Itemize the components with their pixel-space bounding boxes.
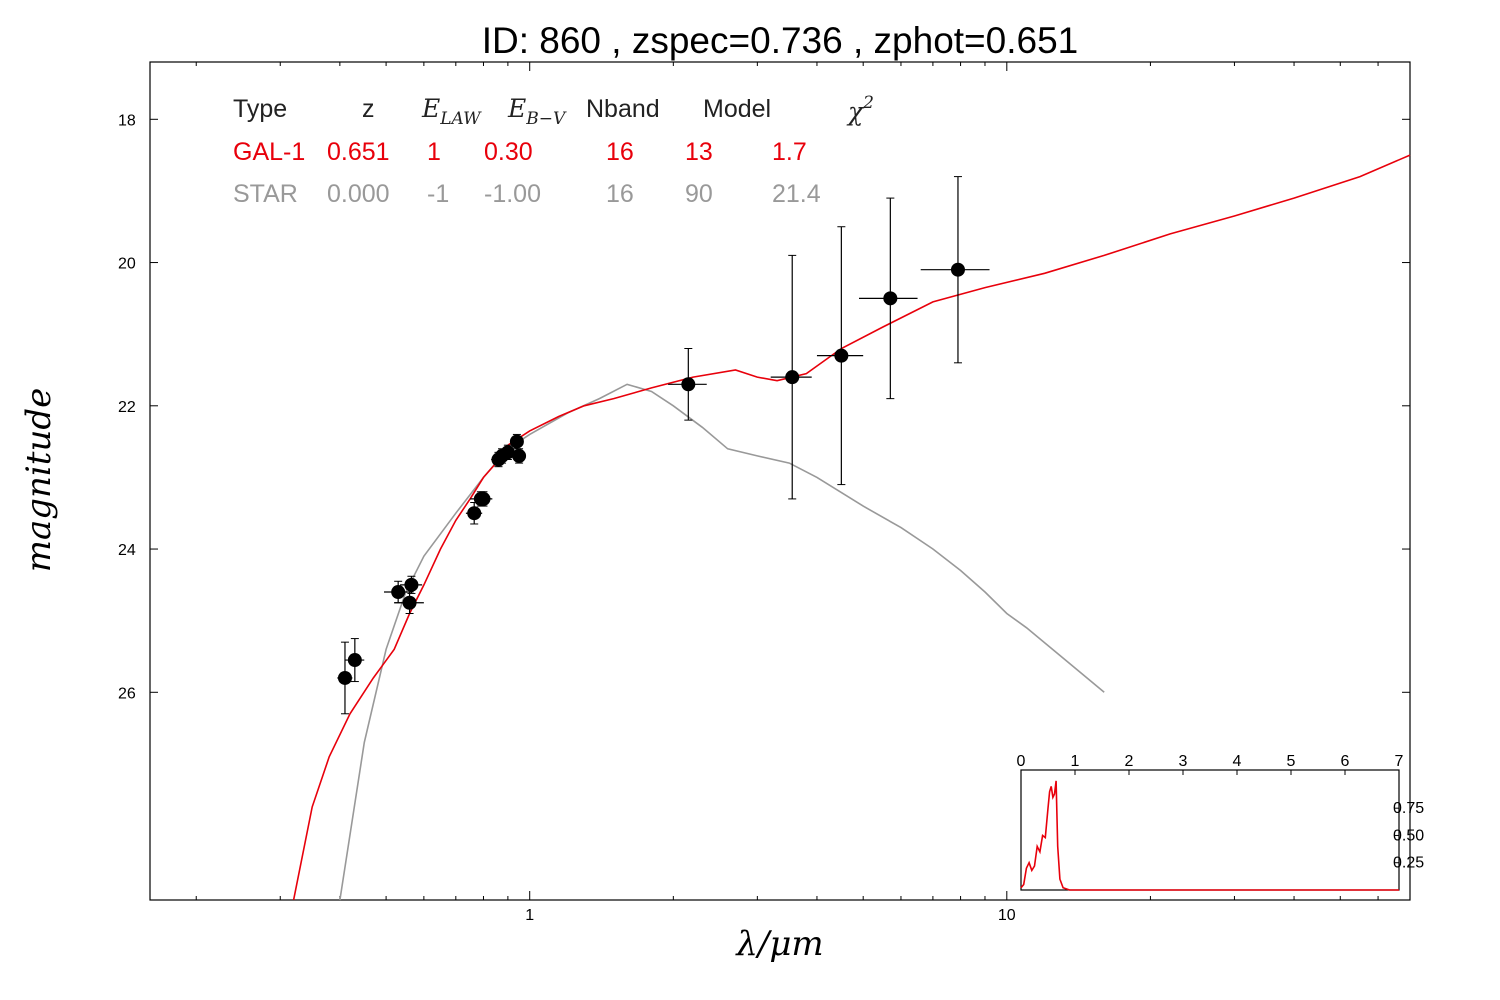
data-point [476, 491, 491, 506]
data-point [500, 445, 515, 460]
table-cell: 1 [427, 138, 441, 166]
table-cell: -1 [427, 180, 449, 208]
data-point [681, 377, 696, 392]
x-axis-label: λ/μm [734, 924, 823, 964]
plot-frame [149, 61, 1411, 901]
y-axis-ticks: 18 20 22 24 26 [118, 112, 1410, 702]
hdr-chi2: χ2 [846, 93, 874, 126]
x-axis-ticks: 1 10 [195, 62, 1411, 924]
table-cell: 21.4 [772, 180, 821, 208]
hdr-elaw: ELAW [421, 94, 482, 129]
hdr-z: z [362, 95, 375, 123]
data-point [347, 653, 362, 668]
y-tick-label: 22 [118, 399, 136, 416]
table-cell: 0.651 [327, 138, 390, 166]
y-tick-label: 26 [118, 685, 136, 702]
data-point [950, 262, 965, 277]
data-point [834, 348, 849, 363]
inset-x-tick-label: 4 [1233, 753, 1242, 770]
table-cell: STAR [233, 180, 298, 208]
table-cell: 1.7 [772, 138, 807, 166]
data-point [337, 670, 352, 685]
hdr-model: Model [703, 95, 771, 123]
x-tick-label: 10 [998, 907, 1016, 924]
data-point [509, 434, 524, 449]
table-cell: 16 [606, 138, 634, 166]
inset-x-tick-label: 3 [1179, 753, 1188, 770]
inset-y-tick-label: 0.50 [1393, 827, 1424, 844]
inset-x-tick-label: 1 [1071, 753, 1080, 770]
chart-title: ID: 860 , zspec=0.736 , zphot=0.651 [482, 20, 1079, 61]
table-cell: 0.30 [484, 138, 533, 166]
inset-x-tick-label: 2 [1125, 753, 1134, 770]
table-cell: 90 [685, 180, 713, 208]
y-tick-label: 24 [118, 542, 136, 559]
photometry-points [337, 176, 990, 715]
data-point [512, 448, 527, 463]
inset-ticks: 0 1 2 3 4 5 6 7 0.25 0.50 0.75 [1017, 753, 1425, 872]
y-axis-label: magnitude [19, 388, 59, 573]
inset-frame [1020, 769, 1400, 891]
inset-y-tick-label: 0.25 [1393, 855, 1424, 872]
data-point [404, 577, 419, 592]
inset-x-tick-label: 6 [1341, 753, 1350, 770]
inset-y-tick-label: 0.75 [1393, 800, 1424, 817]
y-tick-label: 20 [118, 256, 136, 273]
fit-table-rows: GAL-1 0.651 1 0.30 16 13 1.7 STAR 0.000 -1 -1.00 16… [233, 138, 821, 208]
table-cell: 13 [685, 138, 713, 166]
y-tick-label: 18 [118, 112, 136, 129]
hdr-nband: Nband [586, 95, 660, 123]
data-point [883, 291, 898, 306]
data-point [467, 506, 482, 521]
series-line-1 [339, 383, 1105, 901]
inset-x-tick-label: 7 [1395, 753, 1404, 770]
fit-table: Type z ELAW EB−V Nband Model χ2 GAL-1 0.6… [233, 93, 874, 208]
hdr-ebv: EB−V [507, 94, 567, 129]
x-tick-label: 1 [525, 907, 534, 924]
table-cell: 0.000 [327, 180, 390, 208]
inset-pdf-line [1020, 780, 1399, 891]
data-point [785, 370, 800, 385]
series-line-0 [292, 154, 1411, 901]
inset-x-tick-label: 5 [1287, 753, 1296, 770]
data-point [391, 585, 406, 600]
table-cell: -1.00 [484, 180, 541, 208]
inset-x-tick-label: 0 [1017, 753, 1026, 770]
pdf-inset: 0 1 2 3 4 5 6 7 0.25 0.50 0.75 [1017, 753, 1425, 891]
data-point [402, 595, 417, 610]
hdr-type: Type [233, 95, 287, 123]
inset-pdf-curve [1020, 780, 1399, 891]
table-cell: 16 [606, 180, 634, 208]
table-cell: GAL-1 [233, 138, 305, 166]
